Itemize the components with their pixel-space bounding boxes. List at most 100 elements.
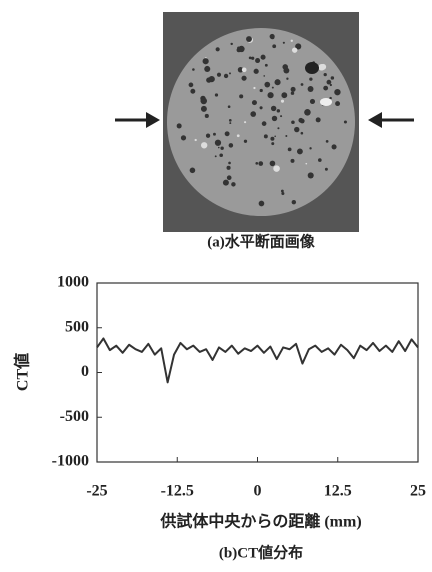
x-tick-label: 25 xyxy=(410,483,426,500)
speck xyxy=(286,77,289,80)
speck xyxy=(277,127,280,130)
speck xyxy=(296,148,303,155)
speck xyxy=(237,46,241,50)
speck xyxy=(243,139,248,143)
x-tick-label: 0 xyxy=(254,483,262,500)
speck xyxy=(200,105,207,112)
speck xyxy=(307,172,314,179)
y-tick-label: 0 xyxy=(81,363,89,380)
speck xyxy=(237,66,244,73)
speck xyxy=(269,160,276,167)
speck xyxy=(259,88,263,93)
inclusion xyxy=(320,98,332,106)
speck xyxy=(329,83,332,87)
speck xyxy=(255,161,259,165)
speck xyxy=(274,79,281,86)
speck xyxy=(192,68,195,71)
speck xyxy=(222,179,229,186)
speck xyxy=(248,56,252,60)
speck xyxy=(220,146,224,150)
ct-image xyxy=(115,12,414,232)
speck xyxy=(326,79,332,85)
speck xyxy=(204,65,211,72)
speck xyxy=(307,86,314,92)
speck xyxy=(329,96,332,100)
speck xyxy=(282,64,289,70)
speck xyxy=(259,106,263,110)
speck xyxy=(343,120,347,124)
speck xyxy=(331,144,337,150)
speck xyxy=(271,142,275,146)
speck xyxy=(264,81,271,88)
x-tick-label: 12.5 xyxy=(324,483,352,500)
speck xyxy=(246,36,252,42)
chart-caption: (b)CT値分布 xyxy=(219,543,303,561)
speck xyxy=(318,158,322,162)
speck xyxy=(294,126,300,133)
y-tick-label: 500 xyxy=(65,318,89,335)
speck xyxy=(226,165,231,170)
speck xyxy=(298,117,304,123)
speck xyxy=(176,123,182,129)
speck xyxy=(280,189,284,193)
speck xyxy=(309,147,312,150)
speck xyxy=(214,93,219,97)
speck xyxy=(228,118,232,122)
speck xyxy=(324,167,328,171)
y-axis-title: CT値 xyxy=(13,353,32,391)
speck xyxy=(280,99,285,103)
speck xyxy=(290,91,295,95)
speck xyxy=(204,113,209,119)
speck xyxy=(330,76,335,80)
x-tick-label: -12.5 xyxy=(161,483,194,500)
speck xyxy=(290,39,293,42)
speck xyxy=(263,134,268,139)
speck xyxy=(280,115,283,118)
speck xyxy=(271,86,274,89)
speck xyxy=(228,161,231,165)
speck xyxy=(188,82,194,88)
data-line xyxy=(96,337,419,384)
speck xyxy=(271,115,278,122)
arrow-right-head xyxy=(368,112,382,128)
speck xyxy=(223,73,229,79)
speck xyxy=(325,140,329,143)
speck xyxy=(217,146,220,149)
speck xyxy=(200,142,208,149)
y-tick-label: -1000 xyxy=(52,453,89,470)
speck xyxy=(334,88,341,96)
speck xyxy=(200,97,208,105)
speck xyxy=(291,47,298,53)
speck xyxy=(226,175,232,181)
speck xyxy=(281,92,288,99)
speck xyxy=(309,98,316,105)
speck xyxy=(304,109,311,116)
speck xyxy=(206,77,212,83)
speck xyxy=(214,139,222,146)
speck xyxy=(190,88,196,94)
speck xyxy=(241,75,247,81)
speck xyxy=(272,44,277,49)
speck xyxy=(281,192,285,196)
plot-frame xyxy=(96,282,419,463)
speck xyxy=(335,101,341,107)
speck xyxy=(255,58,261,64)
speck xyxy=(229,122,232,125)
speck xyxy=(315,117,321,123)
speck xyxy=(214,155,217,158)
speck xyxy=(323,72,327,77)
speck xyxy=(260,54,266,60)
speck xyxy=(291,199,297,205)
speck xyxy=(230,42,233,46)
speck xyxy=(236,134,240,138)
speck xyxy=(264,63,268,67)
speck xyxy=(290,158,295,163)
speck xyxy=(305,162,308,165)
speck xyxy=(241,67,247,73)
arrow-left-head xyxy=(146,112,160,128)
speck xyxy=(269,33,275,39)
speck xyxy=(202,58,209,65)
speck xyxy=(274,135,276,138)
speck xyxy=(227,105,231,109)
